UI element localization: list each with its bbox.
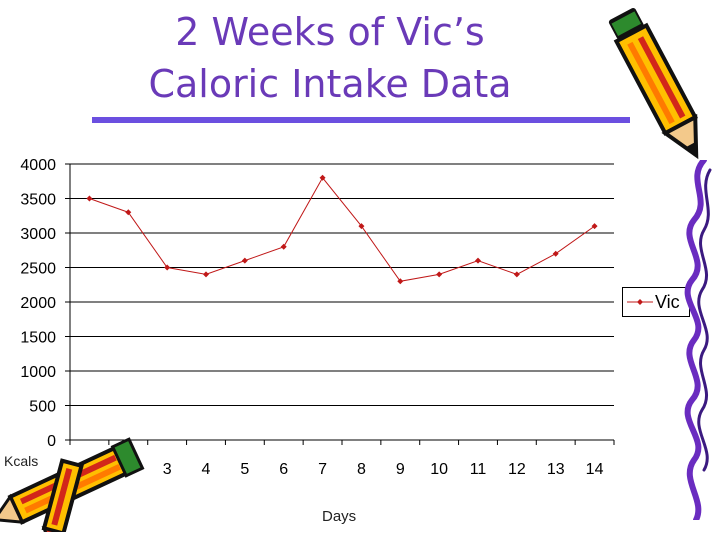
pencil-clipart-icon <box>608 7 699 160</box>
legend-marker-icon <box>627 299 653 305</box>
data-point <box>436 271 443 278</box>
title-underline <box>92 117 630 123</box>
data-point <box>241 257 248 264</box>
data-point <box>397 278 404 285</box>
x-tick-label: 9 <box>396 461 405 478</box>
x-tick-label: 5 <box>240 461 249 478</box>
x-axis-label: Days <box>322 508 357 525</box>
title-line-2: Caloric Intake Data <box>148 62 512 106</box>
chart-legend: Vic <box>622 287 690 317</box>
data-point <box>280 243 287 250</box>
x-tick-label: 7 <box>318 461 327 478</box>
data-point <box>164 264 171 271</box>
data-point <box>319 174 326 181</box>
y-tick-label: 2000 <box>20 295 56 312</box>
squiggle-border-icon <box>684 160 712 520</box>
page-title: 2 Weeks of Vic’s Caloric Intake Data <box>100 6 560 110</box>
y-tick-label: 4000 <box>20 157 56 174</box>
data-point <box>86 195 93 202</box>
x-tick-label: 14 <box>586 461 604 478</box>
x-tick-label: 8 <box>357 461 366 478</box>
data-point <box>475 257 481 264</box>
data-point <box>125 209 132 216</box>
x-tick-label: 10 <box>430 461 448 478</box>
y-tick-label: 1000 <box>20 364 56 381</box>
x-tick-label: 6 <box>279 461 288 478</box>
x-tick-label: 4 <box>202 461 211 478</box>
data-point <box>552 250 559 257</box>
data-point <box>203 271 209 278</box>
y-tick-label: 0 <box>47 433 56 450</box>
y-tick-label: 3500 <box>20 192 56 209</box>
data-point <box>358 223 365 230</box>
pencil-clipart-icon <box>0 437 145 532</box>
x-tick-label: 3 <box>163 461 172 478</box>
data-point <box>591 223 598 230</box>
data-point <box>513 271 520 278</box>
y-tick-label: 1500 <box>20 330 56 347</box>
x-tick-label: 11 <box>470 461 487 478</box>
y-tick-label: 3000 <box>20 226 56 243</box>
series-line-vic <box>89 176 595 282</box>
legend-label-vic: Vic <box>655 292 680 312</box>
x-tick-label: 13 <box>547 461 565 478</box>
y-tick-label: 2500 <box>20 261 56 278</box>
y-tick-label: 500 <box>29 399 56 416</box>
y-axis-label: Kcals <box>4 453 39 469</box>
x-tick-label: 12 <box>508 461 526 478</box>
title-line-1: 2 Weeks of Vic’s <box>175 10 485 54</box>
line-chart: 0 500 1000 1500 2000 2500 3000 3500 4000 12 3 4 5 6 7 8… <box>20 157 615 478</box>
